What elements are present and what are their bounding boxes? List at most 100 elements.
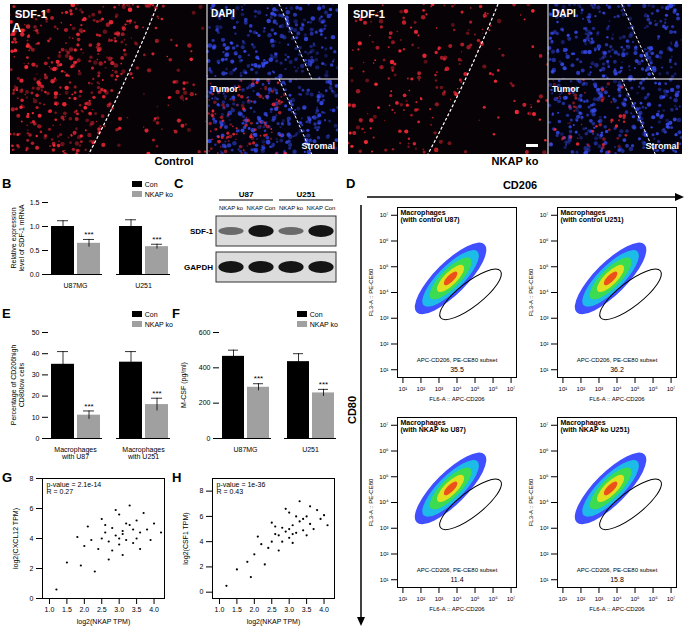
svg-text:SDF-1: SDF-1: [353, 8, 385, 20]
svg-text:10⁷: 10⁷: [667, 386, 676, 392]
svg-text:10⁶: 10⁶: [648, 596, 658, 602]
svg-text:10⁵: 10⁵: [539, 264, 549, 270]
svg-text:10²: 10²: [380, 341, 389, 347]
svg-text:p-value = 2.1e-14R = 0.27: p-value = 2.1e-14R = 0.27: [47, 481, 102, 495]
svg-text:3.5: 3.5: [302, 606, 312, 613]
svg-text:DAPI: DAPI: [211, 8, 235, 19]
svg-text:15.8: 15.8: [610, 576, 624, 583]
svg-text:U87: U87: [239, 190, 254, 199]
svg-text:10⁴: 10⁴: [379, 289, 389, 295]
svg-text:2.5: 2.5: [97, 606, 107, 613]
svg-text:10¹: 10¹: [559, 386, 568, 392]
svg-text:U87MG: U87MG: [233, 446, 257, 453]
svg-text:4: 4: [30, 535, 34, 542]
svg-text:3.0: 3.0: [114, 606, 124, 613]
svg-text:10⁶: 10⁶: [648, 386, 658, 392]
svg-text:***: ***: [152, 235, 161, 244]
svg-text:APC-CD206, PE-CE80 subset: APC-CD206, PE-CE80 subset: [577, 357, 658, 363]
svg-text:U87MG: U87MG: [63, 282, 87, 289]
svg-text:0: 0: [207, 435, 211, 442]
svg-text:30: 30: [32, 371, 40, 378]
svg-text:10⁷: 10⁷: [540, 422, 549, 428]
svg-text:10³: 10³: [595, 386, 604, 392]
svg-text:***: ***: [319, 380, 328, 389]
svg-text:***: ***: [84, 402, 93, 411]
svg-text:log2(NKAP TPM): log2(NKAP TPM): [77, 618, 130, 626]
svg-text:SDF-1: SDF-1: [15, 8, 47, 20]
svg-text:10⁴: 10⁴: [612, 596, 622, 602]
svg-text:10⁷: 10⁷: [380, 422, 389, 428]
svg-text:10⁵: 10⁵: [630, 596, 640, 602]
svg-text:10²: 10²: [380, 551, 389, 557]
svg-text:10²: 10²: [417, 596, 426, 602]
svg-text:600: 600: [199, 329, 211, 336]
svg-text:10¹: 10¹: [540, 577, 549, 583]
svg-text:10⁷: 10⁷: [507, 596, 516, 602]
svg-text:3.5: 3.5: [132, 606, 142, 613]
svg-text:10⁴: 10⁴: [612, 386, 622, 392]
svg-text:APC-CD206, PE-CE80 subset: APC-CD206, PE-CE80 subset: [417, 567, 498, 573]
svg-text:2: 2: [30, 565, 34, 572]
svg-text:1.5: 1.5: [30, 199, 40, 206]
svg-text:NKAP ko: NKAP ko: [279, 205, 304, 211]
svg-text:***: ***: [152, 389, 161, 398]
svg-text:10⁵: 10⁵: [470, 386, 480, 392]
svg-text:10⁷: 10⁷: [667, 596, 676, 602]
svg-text:10³: 10³: [540, 525, 549, 531]
svg-text:4.0: 4.0: [319, 606, 329, 613]
svg-text:0: 0: [36, 435, 40, 442]
svg-text:Macrophages(with NKAP ko U87): Macrophages(with NKAP ko U87): [401, 419, 466, 434]
svg-text:10⁴: 10⁴: [539, 289, 549, 295]
svg-text:10³: 10³: [435, 596, 444, 602]
svg-text:APC-CD206, PE-CE80 subset: APC-CD206, PE-CE80 subset: [577, 567, 658, 573]
svg-text:2.0: 2.0: [249, 606, 259, 613]
svg-text:36.2: 36.2: [610, 366, 624, 373]
svg-text:0: 0: [200, 588, 204, 595]
svg-text:10⁵: 10⁵: [470, 596, 480, 602]
svg-text:11.4: 11.4: [450, 576, 463, 583]
svg-text:p-value = 1e-36R = 0.43: p-value = 1e-36R = 0.43: [217, 481, 266, 495]
svg-text:FL3-A :: PE-CE80: FL3-A :: PE-CE80: [528, 268, 534, 316]
svg-text:10⁴: 10⁴: [379, 499, 389, 505]
svg-text:10⁵: 10⁵: [379, 264, 389, 270]
svg-text:log2(CXCL12 TPM): log2(CXCL12 TPM): [12, 508, 20, 569]
svg-text:10⁶: 10⁶: [539, 238, 549, 244]
svg-text:1.5: 1.5: [62, 606, 72, 613]
svg-text:0: 0: [30, 595, 34, 602]
svg-text:10³: 10³: [540, 315, 549, 321]
svg-text:10¹: 10¹: [399, 386, 408, 392]
svg-text:10⁵: 10⁵: [379, 474, 389, 480]
svg-text:1.5: 1.5: [232, 606, 242, 613]
svg-text:2: 2: [200, 563, 204, 570]
svg-text:FL6-A :: APC-CD206: FL6-A :: APC-CD206: [589, 396, 645, 402]
svg-text:Stromal: Stromal: [301, 141, 335, 151]
svg-text:10³: 10³: [595, 596, 604, 602]
svg-text:8: 8: [30, 475, 34, 482]
svg-text:400: 400: [199, 364, 211, 371]
svg-text:10¹: 10¹: [380, 577, 389, 583]
svg-text:8: 8: [200, 487, 204, 494]
svg-text:NKAP Con: NKAP Con: [307, 205, 336, 211]
svg-text:U251: U251: [296, 190, 316, 199]
svg-text:SDF-1: SDF-1: [190, 227, 214, 236]
svg-text:50: 50: [32, 329, 40, 336]
svg-text:Macrophages(with NKAP ko U251): Macrophages(with NKAP ko U251): [561, 419, 630, 434]
svg-text:FL6-A :: APC-CD206: FL6-A :: APC-CD206: [429, 396, 485, 402]
svg-text:Stromal: Stromal: [645, 141, 679, 151]
svg-text:10¹: 10¹: [399, 596, 408, 602]
svg-text:10³: 10³: [435, 386, 444, 392]
svg-text:4.0: 4.0: [149, 606, 159, 613]
svg-text:10¹: 10¹: [380, 367, 389, 373]
svg-text:10⁶: 10⁶: [539, 448, 549, 454]
svg-text:6: 6: [30, 505, 34, 512]
svg-text:Macrophageswith U251: Macrophageswith U251: [122, 446, 165, 460]
svg-text:10⁴: 10⁴: [539, 499, 549, 505]
svg-text:10⁷: 10⁷: [380, 212, 389, 218]
svg-text:Macrophageswith U87: Macrophageswith U87: [54, 446, 97, 460]
svg-text:Tumor: Tumor: [552, 84, 580, 94]
svg-text:Macrophages(with control U251): Macrophages(with control U251): [561, 209, 624, 224]
svg-text:10²: 10²: [577, 596, 586, 602]
svg-text:FL3-A :: PE-CE80: FL3-A :: PE-CE80: [368, 478, 374, 526]
svg-text:20: 20: [32, 392, 40, 399]
svg-text:10⁷: 10⁷: [540, 212, 549, 218]
